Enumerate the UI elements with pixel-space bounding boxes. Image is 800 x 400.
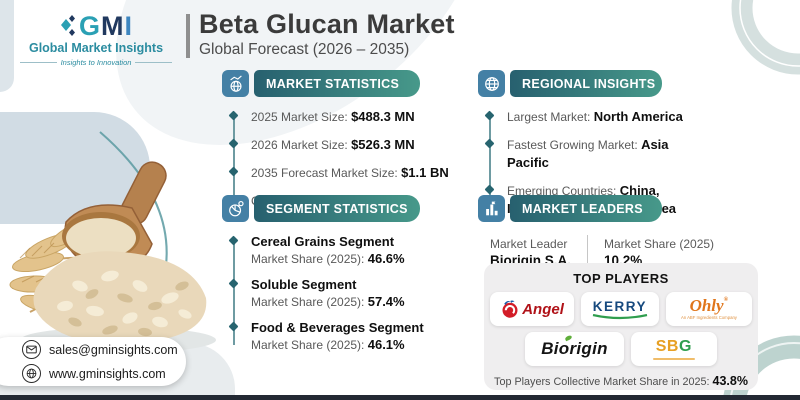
title-accent-bar [186, 14, 190, 58]
stat-item: 2026 Market Size: $526.3 MN [231, 136, 462, 154]
segment-item: Soluble Segment Market Share (2025): 57.… [231, 276, 462, 311]
stat-item: 2035 Forecast Market Size: $1.1 BN [231, 164, 462, 182]
regional-item: Fastest Growing Market: Asia Pacific [487, 136, 692, 172]
top-players-footer: Top Players Collective Market Share in 2… [494, 374, 748, 388]
page-title: Beta Glucan Market [199, 9, 455, 39]
bottom-bar [0, 395, 800, 400]
stat-item: 2025 Market Size: $488.3 MN [231, 108, 462, 126]
segment-statistics-section: SEGMENT STATISTICS Cereal Grains Segment… [222, 195, 462, 362]
segment-item: Cereal Grains Segment Market Share (2025… [231, 233, 462, 268]
oats-photo-illustration [9, 131, 216, 357]
regional-insights-icon [478, 70, 505, 97]
segment-item: Food & Beverages Segment Market Share (2… [231, 319, 462, 354]
brand-tagline: Insights to Innovation [20, 58, 172, 67]
segment-statistics-icon [222, 195, 249, 222]
top-players-panel: TOP PLAYERS Angel KERRY [484, 263, 758, 390]
angel-swirl-icon [502, 300, 518, 318]
email-icon [22, 340, 41, 359]
top-players-row-2: Biorigin SBG [484, 332, 758, 366]
market-leaders-heading: MARKET LEADERS [510, 195, 662, 222]
logo-card-kerry: KERRY [580, 292, 659, 326]
page-subtitle: Global Forecast (2026 – 2035) [199, 41, 410, 58]
segment-statistics-list: Cereal Grains Segment Market Share (2025… [231, 233, 462, 354]
kerry-swoosh [592, 313, 648, 319]
top-players-row-1: Angel KERRY Ohly® An ABF Ingredients Com… [484, 292, 758, 326]
bottom-right-ring-decor [723, 335, 800, 395]
contact-website[interactable]: www.gminsights.com [22, 364, 186, 383]
market-leaders-section: MARKET LEADERS Market Leader Biorigin S.… [478, 195, 718, 269]
logo-card-ohly: Ohly® An ABF Ingredients Company [665, 292, 752, 326]
brand-name: Global Market Insights [28, 41, 164, 55]
top-right-ring-decor [731, 0, 800, 75]
regional-insights-heading: REGIONAL INSIGHTS [510, 70, 662, 97]
top-players-heading: TOP PLAYERS [573, 271, 669, 286]
contact-email[interactable]: sales@gminsights.com [22, 340, 186, 359]
market-leaders-icon [478, 195, 505, 222]
market-statistics-icon [222, 70, 249, 97]
segment-statistics-heading: SEGMENT STATISTICS [254, 195, 420, 222]
market-statistics-heading: MARKET STATISTICS [254, 70, 420, 97]
top-left-decor-strip [0, 0, 14, 92]
logo-card-biorigin: Biorigin [525, 332, 624, 366]
logo-card-sbg: SBG [630, 332, 717, 366]
regional-item: Largest Market: North America [487, 108, 692, 126]
logo-card-angel: Angel [490, 292, 574, 326]
gmi-letters: GMI [78, 11, 134, 41]
contact-panel: sales@gminsights.com www.gminsights.com [0, 337, 186, 386]
gmi-diamonds-icon [60, 15, 75, 36]
market-leaders-content: Market Leader Biorigin S.A. Market Share… [490, 235, 718, 269]
divider [587, 235, 588, 269]
sbg-tagline-bar [652, 357, 695, 360]
gmi-logo: GMI Global Market Insights Insights to I… [20, 12, 172, 67]
globe-icon [22, 364, 41, 383]
